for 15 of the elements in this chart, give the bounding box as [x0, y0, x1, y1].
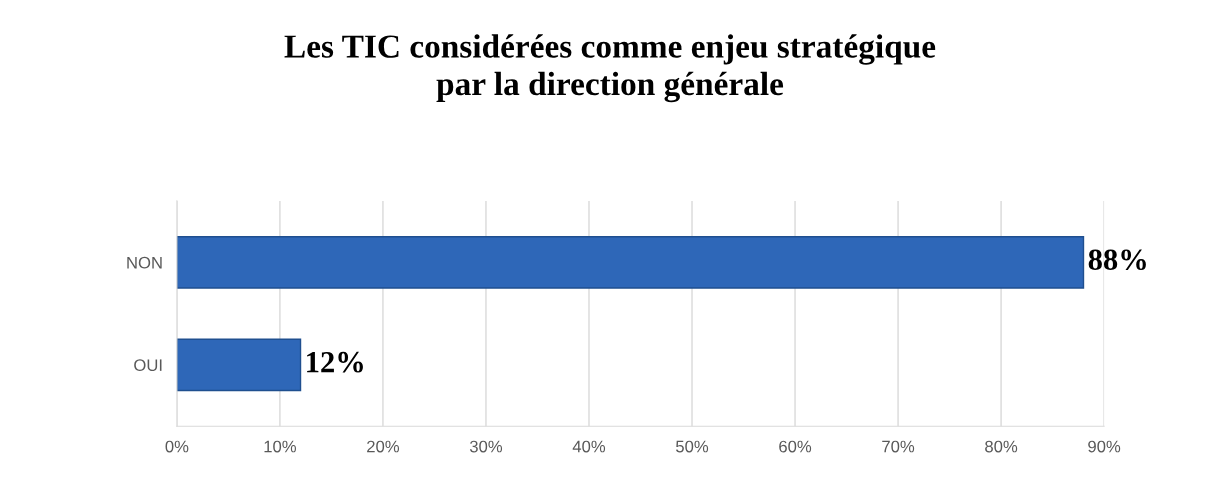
x-tick-label: 20%	[367, 440, 400, 453]
y-tick-label: OUI	[134, 359, 162, 372]
x-tick-label: 40%	[572, 440, 606, 453]
data-label: 88%	[1088, 249, 1146, 271]
x-tick-label: 0%	[165, 440, 189, 453]
chart-title: Les TIC considérées comme enjeu stratégique par la direction générale	[284, 34, 936, 103]
x-tick-label: 60%	[779, 440, 812, 453]
y-tick-label: NON	[127, 256, 162, 269]
x-tick-label: 80%	[985, 440, 1018, 453]
x-tick-label: 10%	[264, 440, 297, 453]
x-tick-label: 50%	[676, 440, 709, 453]
x-tick-label: 30%	[469, 440, 503, 453]
x-tick-label: 90%	[1088, 440, 1121, 453]
data-label: 12%	[307, 351, 363, 373]
x-tick-label: 70%	[882, 440, 915, 453]
